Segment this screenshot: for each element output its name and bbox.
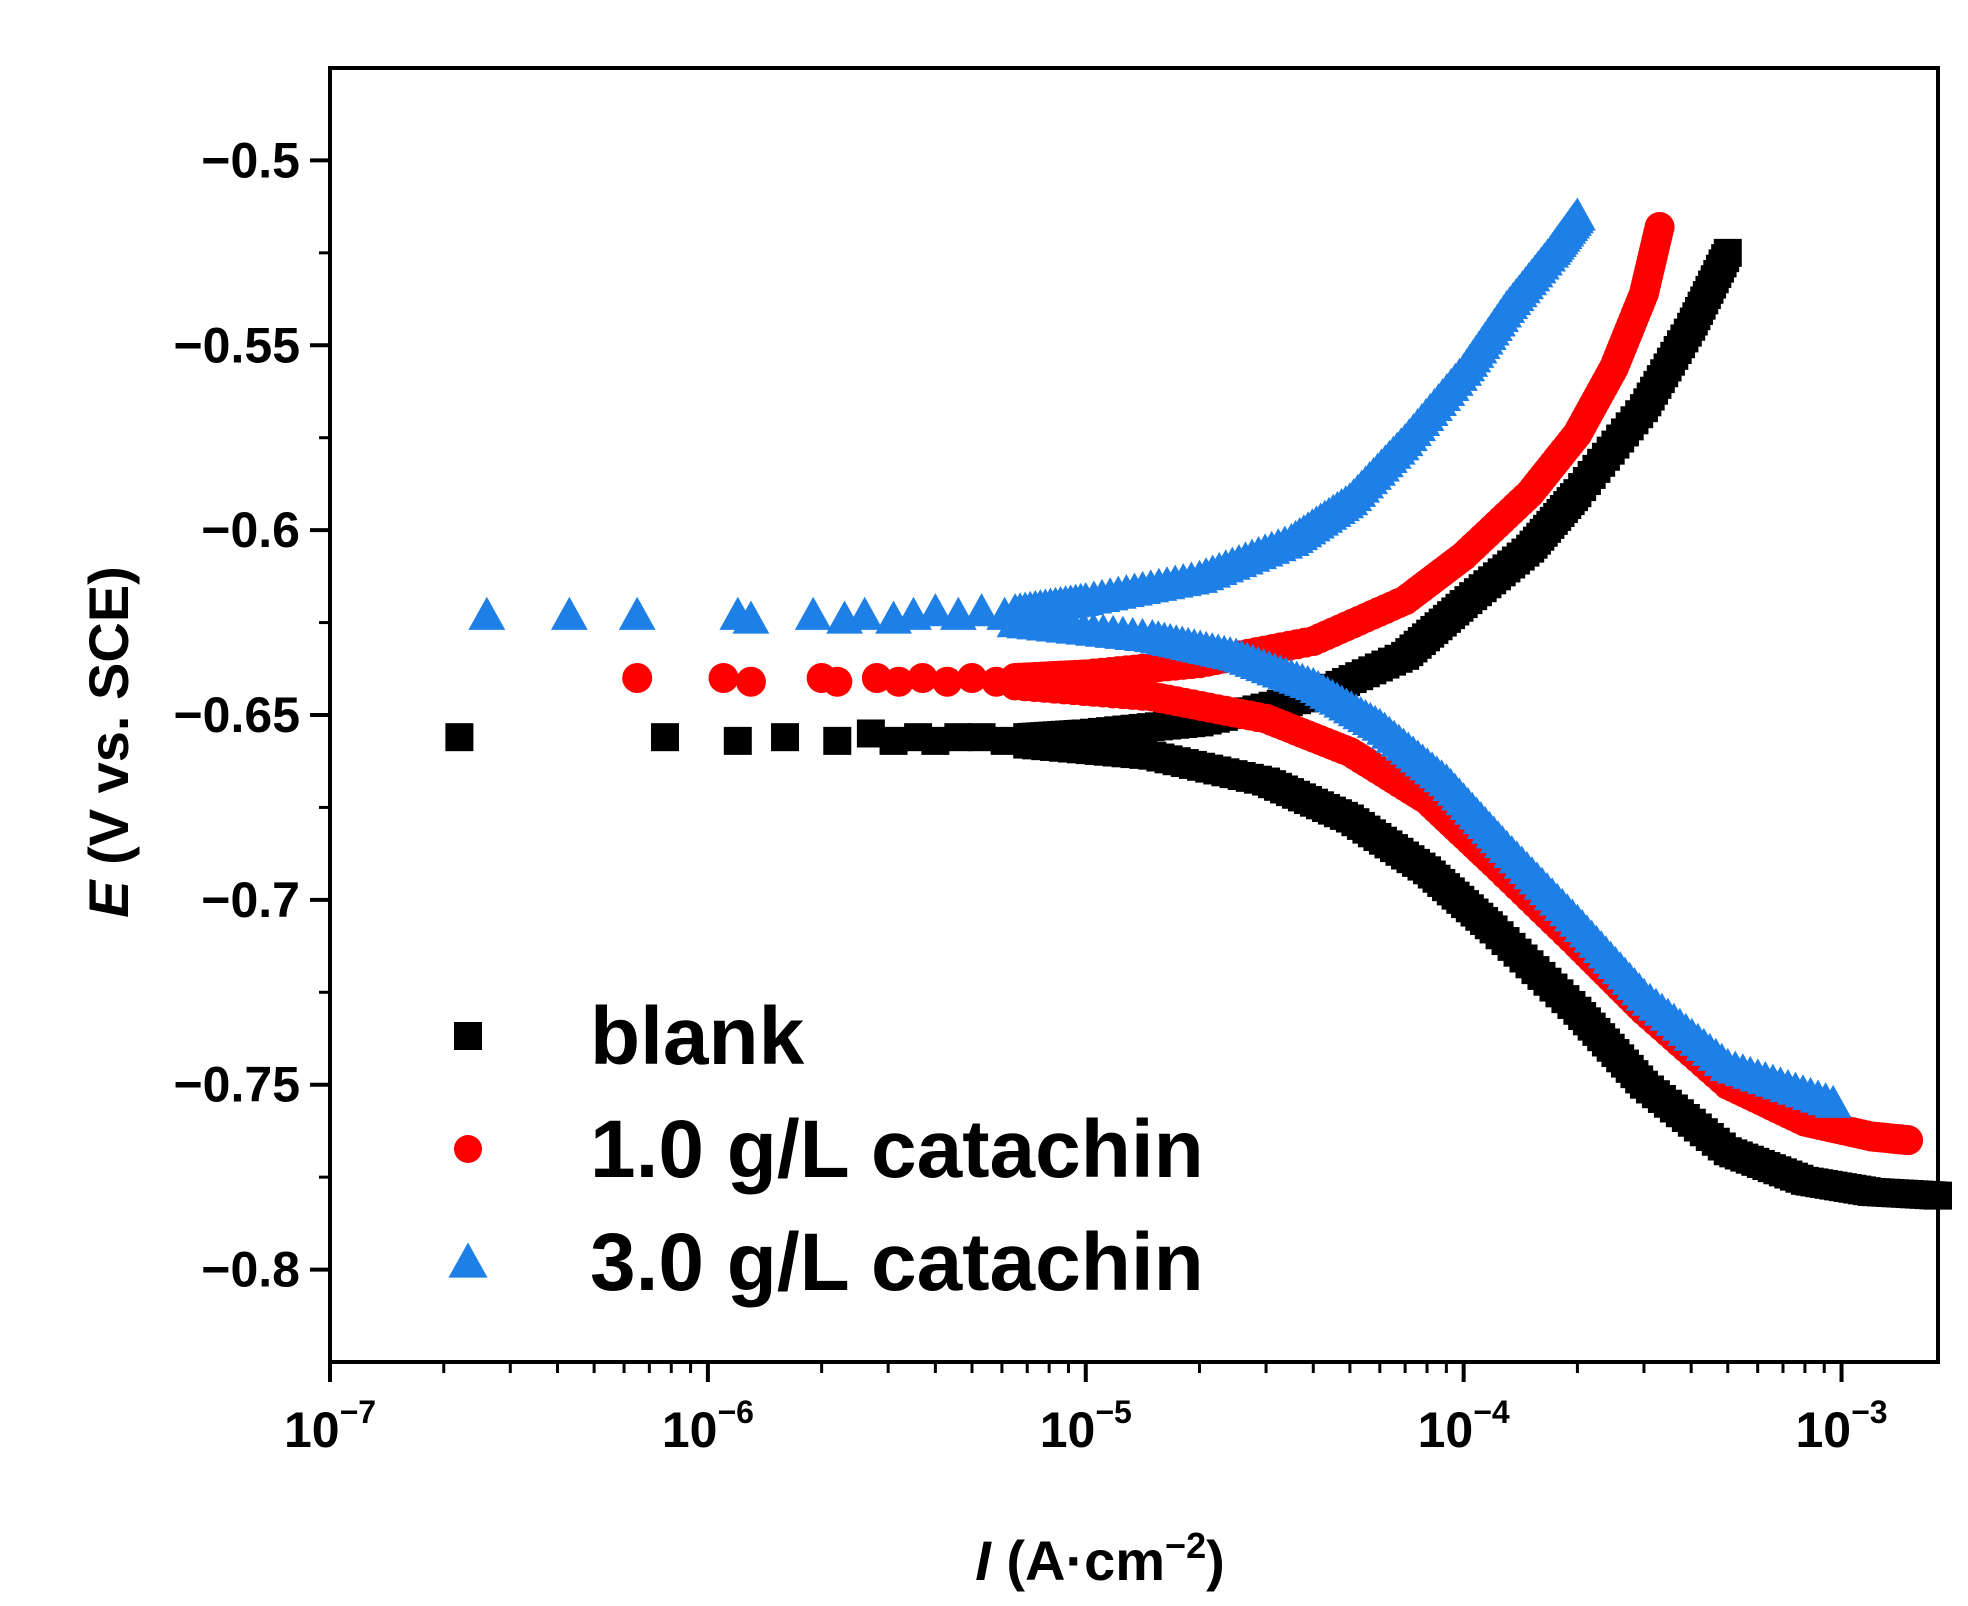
legend-marker-triangle <box>448 1242 488 1278</box>
y-tick-label: −0.75 <box>173 1057 300 1113</box>
y-axis-title-text: (V vs. SCE) <box>77 566 140 880</box>
data-point <box>879 726 908 755</box>
data-point <box>1893 1125 1924 1156</box>
data-point <box>732 600 770 634</box>
data-point <box>822 666 853 697</box>
data-point <box>550 596 588 630</box>
x-tick-label: 10−3 <box>1795 1394 1887 1458</box>
data-point <box>650 723 679 752</box>
y-axis-title: E (V vs. SCE) <box>77 566 140 918</box>
data-point <box>723 726 752 755</box>
y-tick-label: −0.7 <box>201 872 300 928</box>
x-axis-title-close: ) <box>1206 1529 1225 1592</box>
data-point <box>708 663 739 694</box>
x-axis-title: I (A·cm−2) <box>975 1525 1225 1592</box>
data-point <box>1814 1084 1852 1118</box>
legend-label: 3.0 g/L catachin <box>590 1217 1204 1308</box>
data-point <box>1644 211 1675 242</box>
y-tick-label: −0.5 <box>201 132 300 188</box>
data-point <box>963 593 1000 627</box>
y-tick-label: −0.8 <box>201 1242 300 1298</box>
data-point <box>445 723 474 752</box>
data-point <box>823 726 852 755</box>
data-point <box>468 596 506 630</box>
data-point <box>794 596 832 630</box>
legend-marker-square <box>454 1022 482 1050</box>
data-point <box>1559 197 1596 231</box>
x-tick-label: 10−6 <box>662 1394 754 1458</box>
data-point <box>916 593 954 627</box>
axis-ticks: −0.5 −0.55 −0.6 −0.65 −0.7 −0.75 −0.8 10−7 10−6 1… <box>173 132 1887 1458</box>
data-point <box>1713 238 1742 267</box>
data-point <box>618 596 656 630</box>
series-layer <box>445 197 1952 1210</box>
x-tick-label: 10−4 <box>1418 1394 1510 1458</box>
legend-label: blank <box>590 991 805 1082</box>
legend: blank 1.0 g/L catachin 3.0 g/L catachin <box>448 991 1204 1308</box>
y-tick-label: −0.6 <box>201 502 300 558</box>
data-point <box>907 663 938 694</box>
x-axis-title-symbol: I <box>975 1529 992 1592</box>
data-point <box>846 596 884 630</box>
legend-marker-circle <box>454 1135 482 1163</box>
y-tick-label: −0.65 <box>173 687 300 743</box>
legend-label: 1.0 g/L catachin <box>590 1104 1204 1195</box>
data-point <box>932 666 963 697</box>
x-axis-title-text: (A·cm <box>991 1529 1165 1592</box>
y-tick-label: −0.55 <box>173 317 300 373</box>
data-point <box>957 663 988 694</box>
data-point <box>735 666 766 697</box>
data-point <box>622 663 653 694</box>
data-point <box>771 723 800 752</box>
data-point <box>883 666 914 697</box>
series-3 <box>468 197 1852 1118</box>
y-axis-title-symbol: E <box>77 879 140 918</box>
x-tick-label: 10−5 <box>1040 1394 1132 1458</box>
x-tick-label: 10−7 <box>284 1394 376 1458</box>
x-axis-title-exponent: −2 <box>1165 1525 1206 1566</box>
